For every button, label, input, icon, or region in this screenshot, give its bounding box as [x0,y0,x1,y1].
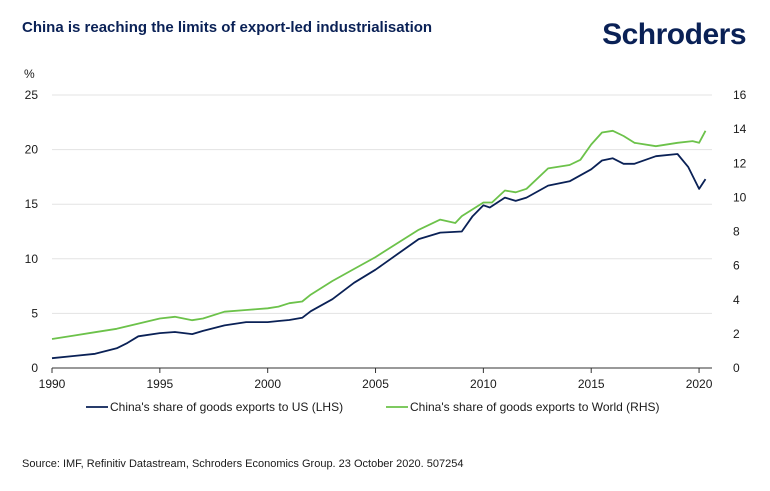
right-y-tick-label: 14 [733,122,747,136]
left-y-tick-label: 5 [31,306,38,320]
axis-ticks: 0 5 10 15 20 25 0 2 4 6 8 10 12 14 16 1990 1995 2000 2005 2… [25,88,747,391]
legend: China's share of goods exports to US (LH… [86,400,660,414]
right-y-tick-label: 0 [733,361,740,375]
source-note: Source: IMF, Refinitiv Datastream, Schro… [22,458,464,470]
right-y-tick-label: 8 [733,225,740,239]
x-tick-label: 2000 [254,377,281,391]
right-y-tick-label: 12 [733,156,747,170]
legend-label: China's share of goods exports to US (LH… [110,400,343,414]
x-tick-label: 2005 [362,377,389,391]
series-lines [51,129,707,360]
x-tick-label: 1995 [146,377,173,391]
left-y-tick-label: 10 [25,252,39,266]
left-axis-unit: % [24,67,35,81]
legend-label: China's share of goods exports to World … [410,400,660,414]
left-y-tick-label: 25 [25,88,39,102]
schroders-logo: Schroders [602,18,746,51]
gridlines [52,94,712,369]
right-y-tick-label: 6 [733,259,740,273]
legend-item-us-share: China's share of goods exports to US (LH… [86,400,343,414]
x-tick-label: 1990 [39,377,66,391]
right-y-tick-label: 16 [733,88,747,102]
right-y-tick-label: 4 [733,293,740,307]
left-y-tick-label: 20 [25,143,39,157]
legend-item-world-share: China's share of goods exports to World … [386,400,660,414]
x-tick-label: 2020 [686,377,713,391]
left-y-tick-label: 15 [25,197,39,211]
x-tick-label: 2010 [470,377,497,391]
chart-title: China is reaching the limits of export-l… [22,19,433,36]
right-y-tick-label: 2 [733,327,740,341]
x-tick-label: 2015 [578,377,605,391]
world-share-series-line [51,129,707,340]
right-y-tick-label: 10 [733,190,747,204]
us-share-series-line [51,153,707,360]
left-y-tick-label: 0 [31,361,38,375]
